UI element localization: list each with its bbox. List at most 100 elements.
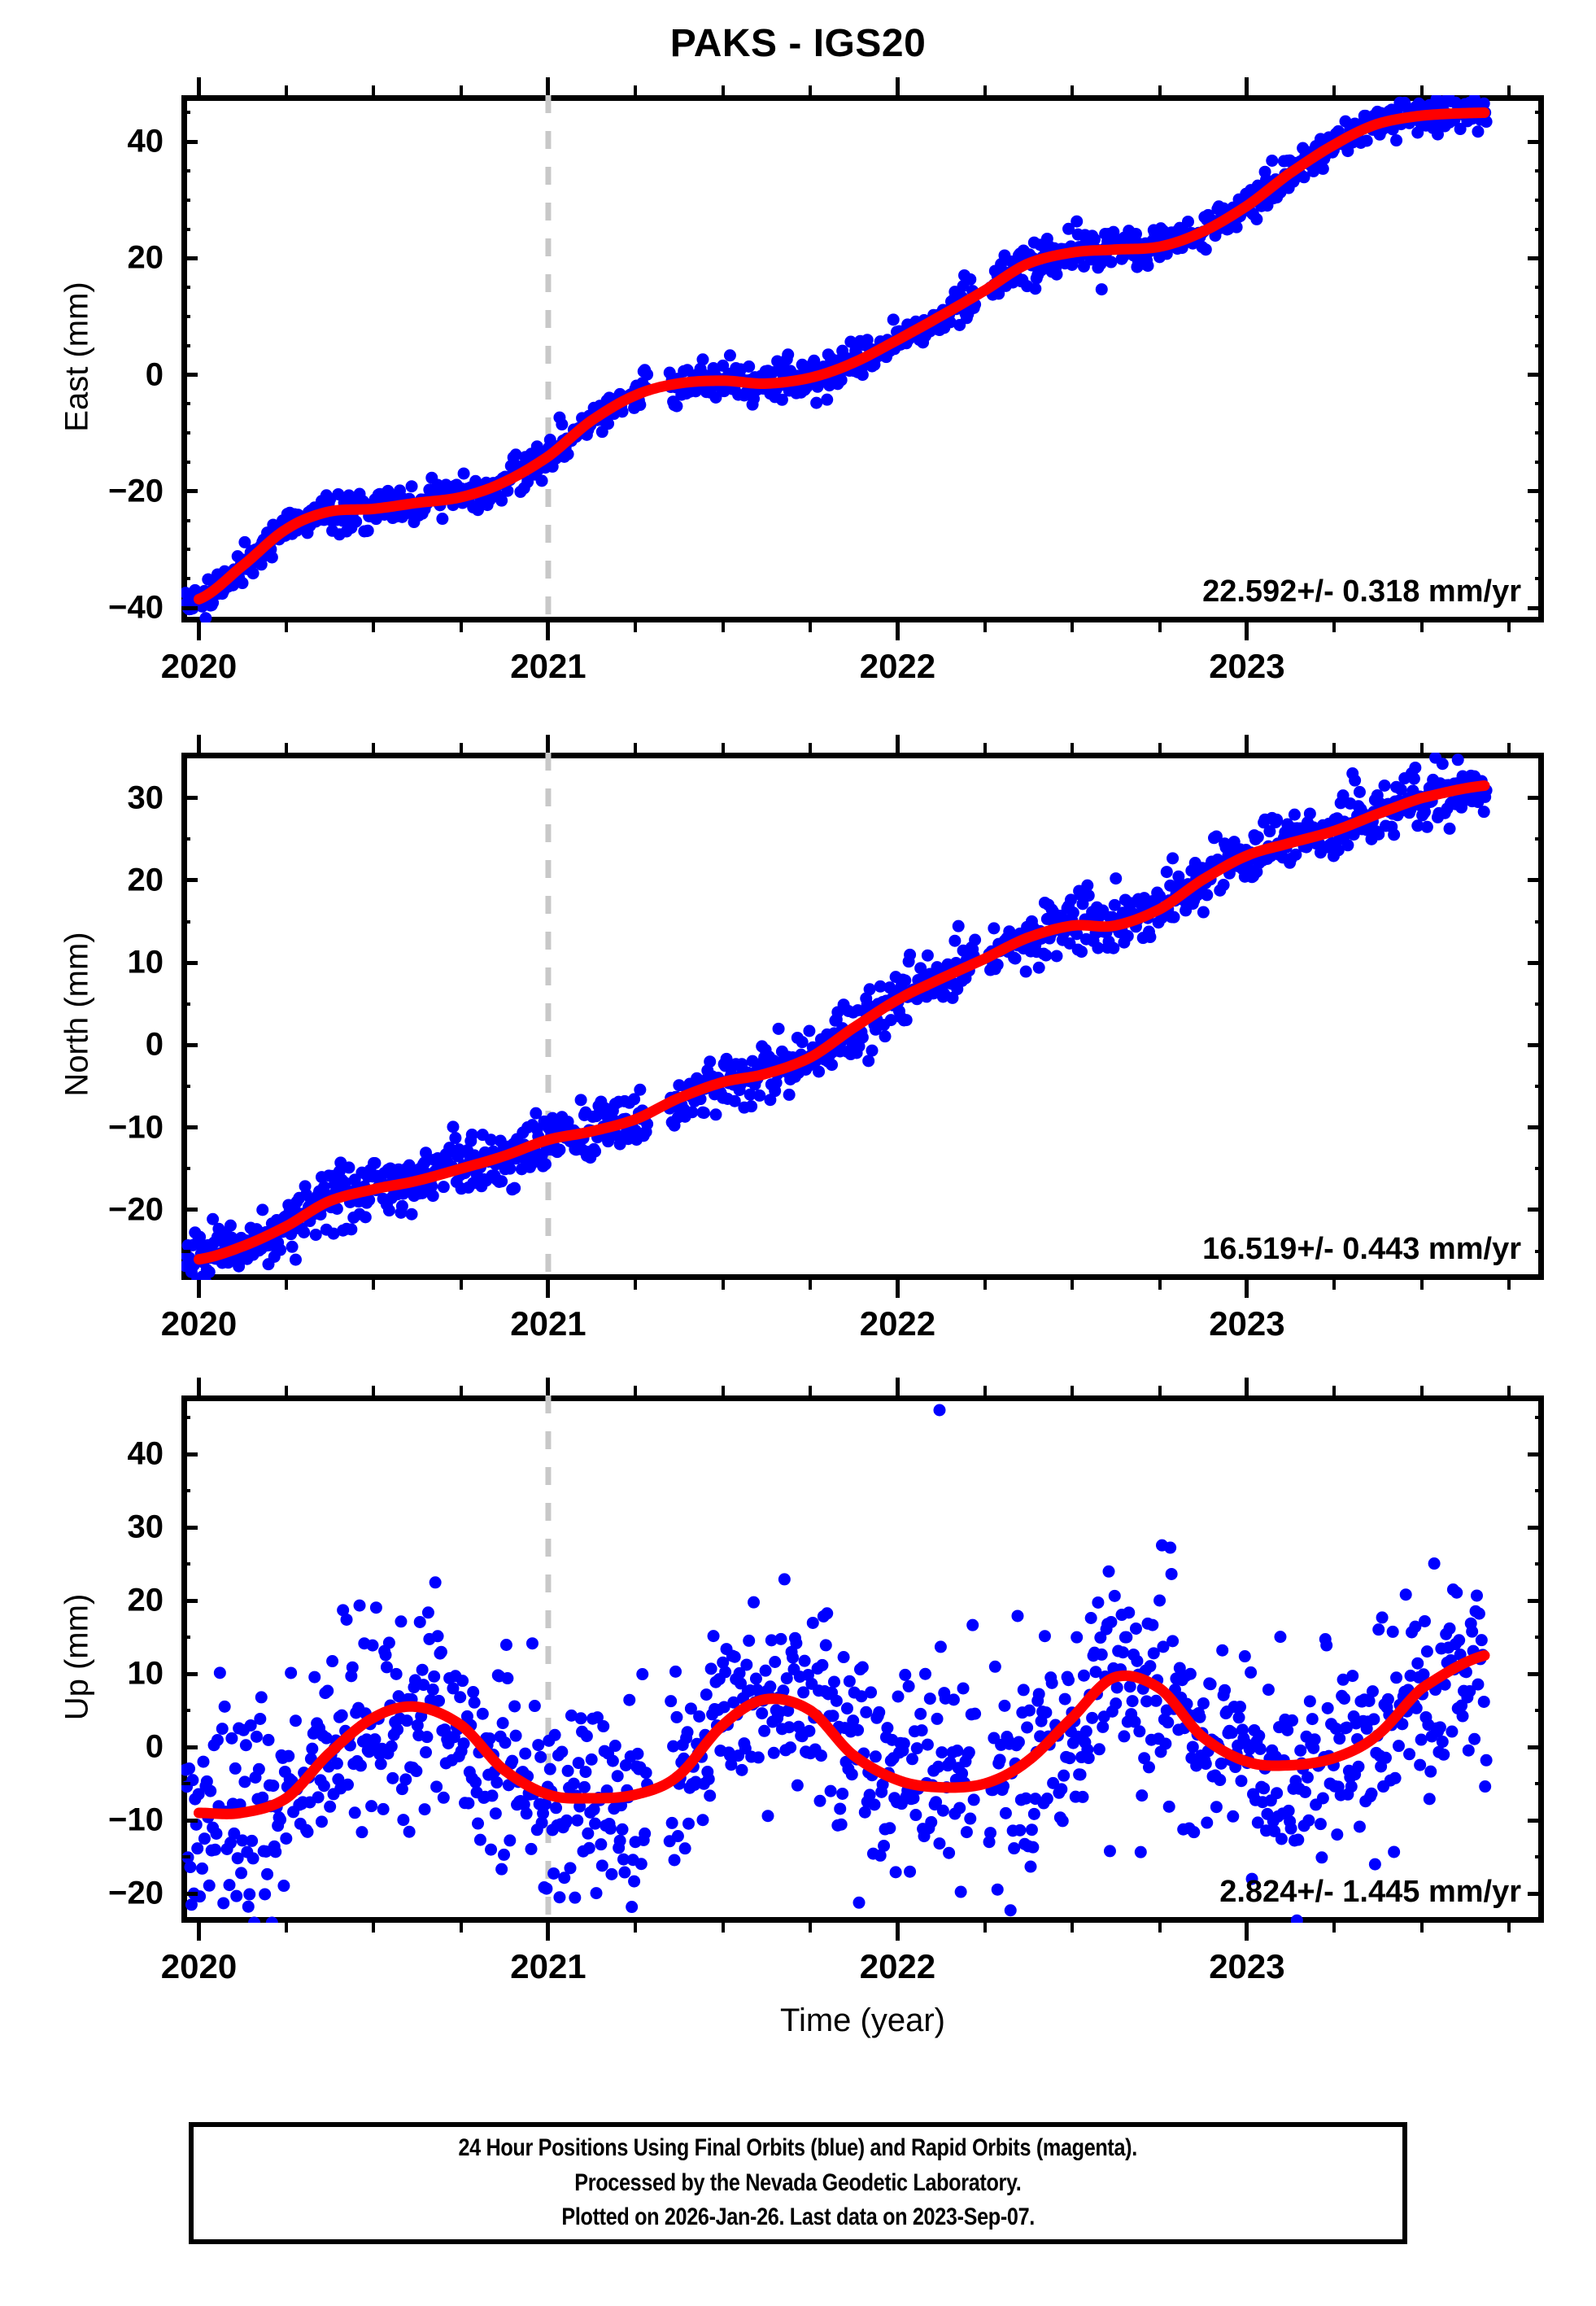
x-tick-top-up-1: [546, 1378, 551, 1395]
x-minor-tick-up: [721, 1923, 725, 1933]
x-minor-tick-east: [1507, 622, 1511, 632]
plot-canvas-north: [181, 753, 1493, 1280]
x-minor-tick-top-east: [634, 85, 638, 95]
x-tick-top-east-1: [546, 77, 551, 95]
y-tick-label-up-1: 30: [127, 1509, 164, 1545]
x-minor-tick-north: [372, 1280, 376, 1290]
x-minor-tick-east: [809, 622, 813, 632]
y-tick-right-east-0: [1528, 139, 1544, 144]
x-minor-tick-up: [809, 1923, 813, 1933]
y-tick-right-up-4: [1528, 1745, 1544, 1749]
x-minor-tick-top-up: [721, 1386, 725, 1395]
y-minor-tick-north: [181, 1249, 190, 1253]
x-minor-tick-east: [372, 622, 376, 632]
y-minor-tick-right-up: [1535, 1709, 1544, 1712]
y-tick-right-north-5: [1528, 1208, 1544, 1212]
y-tick-label-up-4: 0: [145, 1728, 164, 1765]
y-tick-label-north-2: 10: [127, 944, 164, 980]
y-tick-east-4: [181, 605, 198, 610]
x-minor-tick-top-east: [1158, 85, 1162, 95]
x-tick-label-up-2: 2022: [859, 1947, 936, 1985]
x-minor-tick-top-east: [983, 85, 987, 95]
y-minor-tick-east: [181, 461, 190, 465]
x-minor-tick-top-up: [1332, 1386, 1337, 1395]
x-minor-tick-east: [284, 622, 288, 632]
x-minor-tick-north: [284, 1280, 288, 1290]
y-tick-right-up-0: [1528, 1452, 1544, 1457]
x-minor-tick-east: [1071, 622, 1075, 632]
x-tick-north-2: [895, 1280, 900, 1298]
x-minor-tick-top-east: [284, 85, 288, 95]
scatter-points-north: [181, 753, 1493, 1280]
x-minor-tick-top-up: [634, 1386, 638, 1395]
y-minor-tick-right-east: [1535, 461, 1544, 465]
x-minor-tick-top-up: [1419, 1386, 1424, 1395]
x-tick-up-1: [546, 1923, 551, 1941]
y-tick-north-1: [181, 878, 198, 883]
y-tick-right-up-6: [1528, 1891, 1544, 1896]
x-tick-top-north-0: [196, 735, 201, 753]
y-minor-tick-up: [181, 1855, 190, 1858]
x-tick-north-0: [196, 1280, 201, 1298]
y-tick-up-3: [181, 1671, 198, 1676]
y-tick-right-north-2: [1528, 960, 1544, 965]
x-minor-tick-top-north: [809, 743, 813, 753]
y-axis-label-up: Up (mm): [59, 1593, 95, 1721]
x-minor-tick-top-north: [634, 743, 638, 753]
x-tick-top-north-1: [546, 735, 551, 753]
y-minor-tick-right-east: [1535, 548, 1544, 552]
y-tick-north-4: [181, 1125, 198, 1130]
y-axis-label-north: North (mm): [59, 932, 95, 1097]
x-minor-tick-up: [372, 1923, 376, 1933]
y-minor-tick-east: [181, 227, 190, 231]
x-minor-tick-up: [459, 1923, 463, 1933]
y-tick-north-0: [181, 796, 198, 801]
x-tick-north-1: [546, 1280, 551, 1298]
x-minor-tick-up: [1071, 1923, 1075, 1933]
y-minor-tick-north: [181, 1085, 190, 1089]
x-tick-top-north-3: [1245, 735, 1249, 753]
x-minor-tick-top-east: [1507, 85, 1511, 95]
y-minor-tick-right-east: [1535, 169, 1544, 173]
x-minor-tick-top-north: [1419, 743, 1424, 753]
y-minor-tick-right-north: [1535, 1167, 1544, 1171]
y-minor-tick-east: [181, 315, 190, 319]
x-tick-top-east-2: [895, 77, 900, 95]
plot-panel-east: 40 20 0 −20 −40 2020 2021 2022 2023 East (mm) 22.5…: [59, 77, 1544, 685]
y-minor-tick-right-up: [1535, 1782, 1544, 1785]
x-minor-tick-up: [284, 1923, 288, 1933]
y-tick-label-up-2: 20: [127, 1582, 164, 1618]
y-tick-right-east-1: [1528, 255, 1544, 260]
x-minor-tick-top-north: [1158, 743, 1162, 753]
y-minor-tick-east: [181, 198, 190, 202]
x-tick-label-up-1: 2021: [510, 1947, 587, 1985]
x-minor-tick-top-east: [1332, 85, 1337, 95]
x-minor-tick-north: [1332, 1280, 1337, 1290]
x-tick-up-0: [196, 1923, 201, 1941]
x-minor-tick-top-north: [983, 743, 987, 753]
y-minor-tick-right-north: [1535, 1249, 1544, 1253]
x-tick-label-north-2: 2022: [859, 1304, 936, 1343]
x-minor-tick-top-up: [284, 1386, 288, 1395]
y-tick-label-up-0: 40: [127, 1435, 164, 1472]
y-minor-tick-right-east: [1535, 111, 1544, 115]
y-minor-tick-east: [181, 169, 190, 173]
plot-panel-up: 40 30 20 10 0 −10 −20 2020 2021 2022 2023 Up (mm) 2.…: [59, 1378, 1544, 2038]
y-minor-tick-right-east: [1535, 286, 1544, 290]
y-tick-north-3: [181, 1042, 198, 1047]
y-tick-east-2: [181, 373, 198, 378]
y-minor-tick-north: [181, 837, 190, 841]
x-minor-tick-north: [459, 1280, 463, 1290]
y-minor-tick-right-east: [1535, 343, 1544, 347]
x-minor-tick-top-up: [1507, 1386, 1511, 1395]
rate-label-up: 2.824+/- 1.445 mm/yr: [1219, 1875, 1521, 1909]
y-minor-tick-east: [181, 343, 190, 347]
x-minor-tick-top-east: [1419, 85, 1424, 95]
y-tick-label-north-0: 30: [127, 780, 164, 816]
y-minor-tick-up: [181, 1562, 190, 1566]
y-minor-tick-east: [181, 548, 190, 552]
x-minor-tick-north: [809, 1280, 813, 1290]
y-minor-tick-right-up: [1535, 1636, 1544, 1639]
x-tick-east-1: [546, 622, 551, 640]
x-minor-tick-top-north: [1507, 743, 1511, 753]
